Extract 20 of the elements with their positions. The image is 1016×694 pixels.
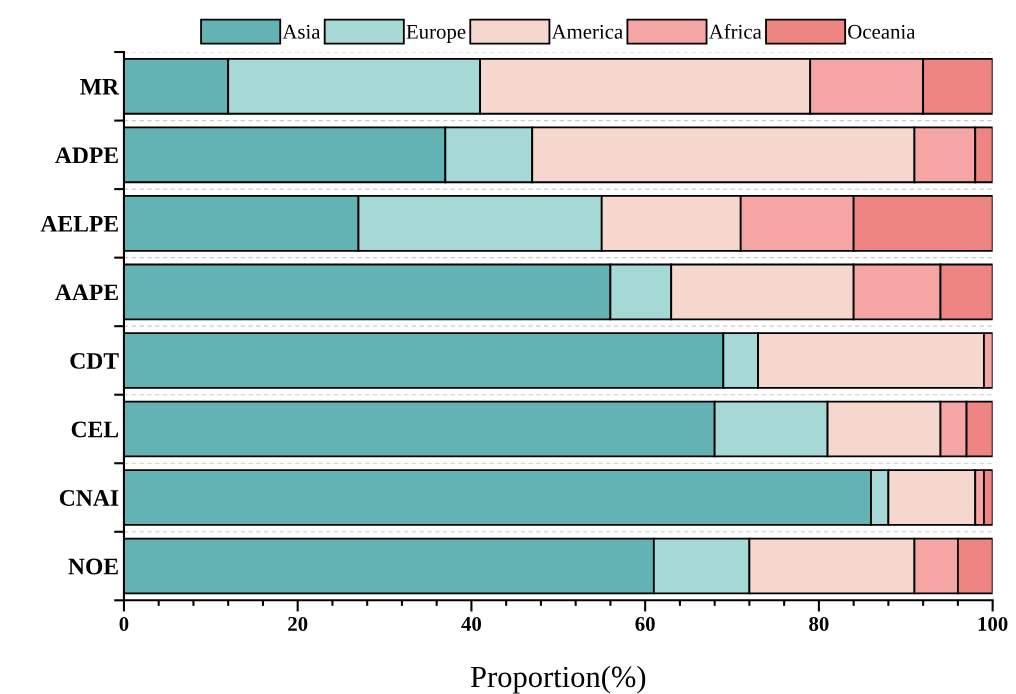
x-tick-label: 20	[288, 616, 308, 631]
x-tick-label: 0	[119, 616, 129, 631]
y-tick-label: CDT	[70, 353, 119, 369]
x-axis-title: Proportion(%)	[470, 665, 646, 694]
x-tick-label: 80	[809, 616, 829, 631]
x-tick-label: 60	[635, 616, 655, 631]
y-tick-label: AELPE	[40, 215, 118, 232]
y-tick-label: MR	[80, 79, 120, 95]
y-tick-label: CEL	[71, 421, 119, 438]
x-tick-label: 100	[978, 616, 1008, 631]
legend-label: Europe	[406, 24, 466, 44]
y-tick-label: NOE	[68, 558, 118, 575]
y-tick-label: ADPE	[55, 147, 118, 164]
y-tick-label: AAPE	[55, 284, 118, 301]
legend-label: Oceania	[848, 24, 916, 39]
y-tick-label: CNAI	[59, 490, 119, 506]
legend-label: America	[551, 24, 623, 39]
legend-label: Asia	[282, 24, 321, 39]
legend-label: Africa	[708, 23, 762, 39]
x-tick-label: 40	[461, 616, 482, 631]
